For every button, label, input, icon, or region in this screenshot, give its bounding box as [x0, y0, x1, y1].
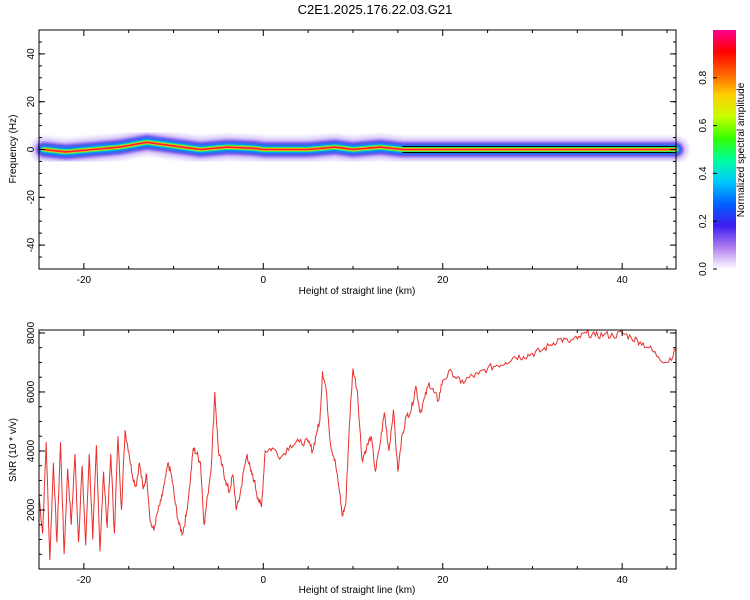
colorbar-tick-label: 0.8: [698, 70, 709, 84]
snr-y-axis-label: SNR (10 * v/v): [8, 418, 19, 482]
spectrogram-y-tick-label: -20: [26, 190, 37, 205]
snr-y-tick-label: 8000: [26, 321, 37, 344]
snr-x-tick-label: -20: [77, 575, 92, 586]
snr-plot-area: [39, 330, 676, 569]
snr-x-axis-label: Height of straight line (km): [299, 585, 416, 596]
snr-panel: -20 0 20 40 2000 4000 6000 8000 Height of strai…: [8, 321, 677, 596]
spectrogram-x-tick-label: 40: [617, 275, 629, 286]
snr-line: [38, 328, 677, 561]
spectrogram-band: [30, 129, 689, 165]
snr-x-tick-label: 40: [617, 575, 629, 586]
spectrogram-ticks: -20 0 20 40 -40 -20 0 20 40: [26, 29, 676, 286]
colorbar-ticks: 0.0 0.2 0.4 0.6 0.8: [698, 70, 717, 276]
colorbar: 0.0 0.2 0.4 0.6 0.8 Normalized spectral ampl…: [698, 30, 747, 276]
colorbar-gradient: [713, 30, 736, 269]
band-core: [42, 141, 677, 153]
spectrogram-x-tick-label: 0: [261, 275, 267, 286]
snr-ticks: -20 0 20 40 2000 4000 6000 8000: [26, 321, 676, 586]
spectrogram-y-axis-label: Frequency (Hz): [8, 115, 19, 184]
spectrogram-y-tick-label: 0: [26, 146, 37, 152]
spectrogram-x-tick-label: 20: [437, 275, 449, 286]
snr-x-tick-label: 20: [437, 575, 449, 586]
colorbar-tick-label: 0.4: [698, 166, 709, 180]
colorbar-tick-label: 0.6: [698, 118, 709, 132]
spectrogram-x-tick-label: -20: [77, 275, 92, 286]
snr-x-tick-label: 0: [261, 575, 267, 586]
spectrogram-y-tick-label: 20: [26, 96, 37, 108]
spectrogram-y-tick-label: 40: [26, 48, 37, 60]
spectrogram-x-axis-label: Height of straight line (km): [299, 286, 416, 297]
spectrogram-y-tick-label: -40: [26, 237, 37, 252]
snr-series: [38, 328, 677, 561]
chart-title: C2E1.2025.176.22.03.G21: [297, 2, 453, 17]
snr-y-tick-label: 2000: [26, 498, 37, 521]
colorbar-label: Normalized spectral amplitude: [736, 82, 747, 217]
snr-y-tick-label: 6000: [26, 380, 37, 403]
snr-frame: [38, 329, 677, 570]
spectrogram-panel: -20 0 20 40 -40 -20 0 20 40 Height of straight l…: [8, 29, 689, 297]
snr-y-tick-label: 4000: [26, 439, 37, 462]
colorbar-tick-label: 0.2: [698, 214, 709, 228]
colorbar-tick-label: 0.0: [698, 262, 709, 276]
